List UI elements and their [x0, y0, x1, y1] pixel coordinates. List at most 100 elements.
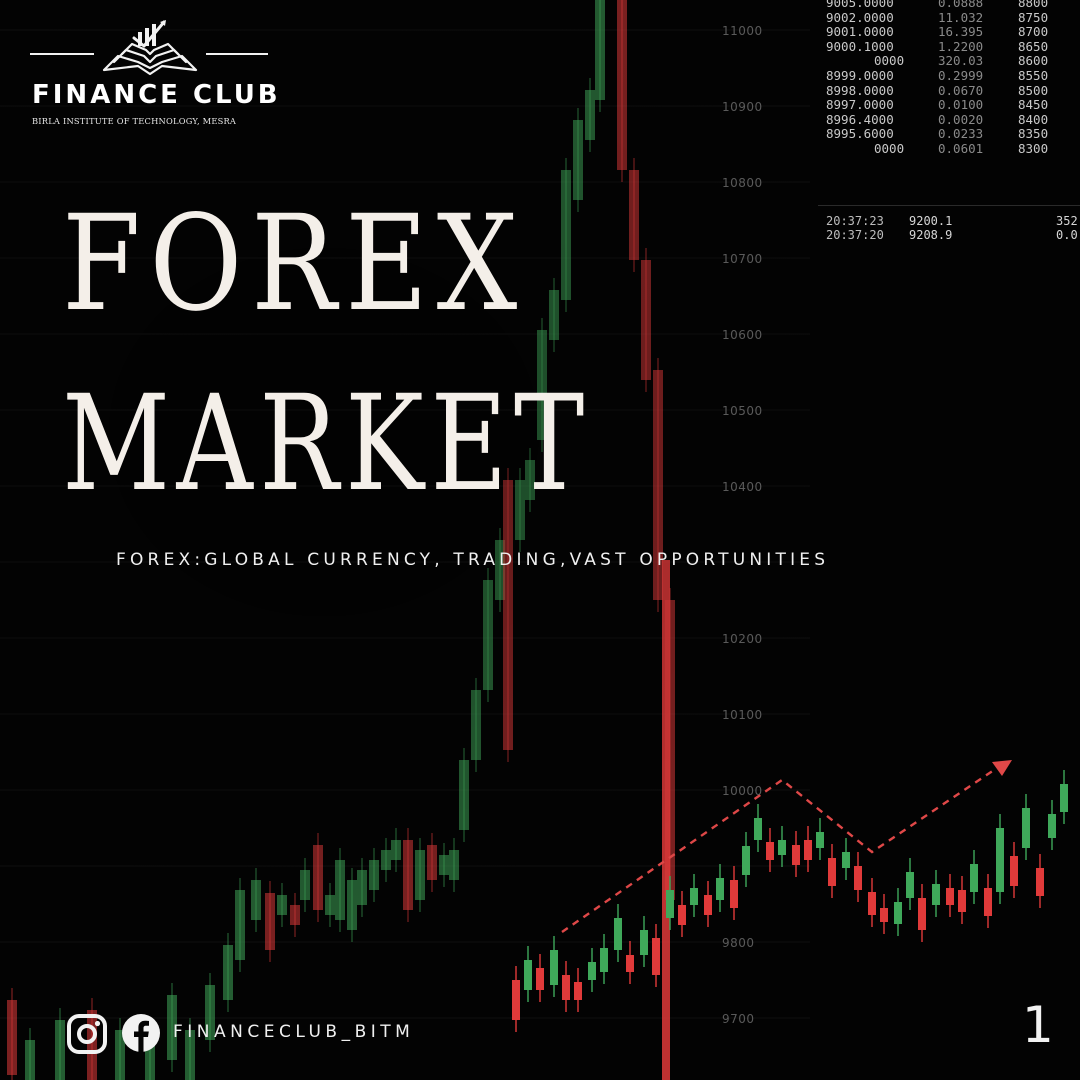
- faded-candle-body: [391, 840, 401, 860]
- faded-candle-body: [641, 260, 651, 380]
- faded-candle-body: [471, 690, 481, 760]
- faded-candle-body: [629, 170, 639, 260]
- order-book-row: 9001.0000 16.395 8700: [826, 25, 1080, 40]
- candle-body: [842, 852, 850, 868]
- faded-candle-body: [357, 870, 367, 905]
- order-book: 9005.0000 0.0888 8800 9002.0000 11.032 8750 90…: [826, 0, 1080, 157]
- faded-candle-body: [7, 1000, 17, 1075]
- order-book-cell: 8996.4000: [826, 111, 894, 127]
- trade-row: 20:37:23 9200.1 352: [826, 214, 1080, 228]
- order-book-cell: 8650: [1018, 38, 1049, 54]
- order-book-cell: 8750: [1018, 9, 1049, 25]
- faded-candle-body: [515, 480, 525, 540]
- faded-candle-body: [653, 370, 663, 600]
- faded-candle-body: [251, 880, 261, 920]
- candle-body: [574, 982, 582, 1000]
- candle-body: [868, 892, 876, 915]
- price-axis-tick: 10400: [722, 480, 763, 494]
- candle-body: [690, 888, 698, 905]
- order-book-row: 9002.0000 11.032 8750: [826, 9, 1080, 26]
- candle-body: [678, 905, 686, 925]
- order-book-cell: 8999.0000: [826, 67, 894, 83]
- order-book-row: 0000 320.03 8600: [826, 54, 1080, 69]
- order-book-cell: 16.395: [938, 24, 984, 40]
- faded-candle-body: [585, 90, 595, 140]
- faded-candle-body: [145, 1040, 155, 1080]
- faded-candle-body: [325, 895, 335, 915]
- order-book-row: 0000 0.0601 8300: [826, 140, 1080, 157]
- candle-body: [946, 888, 954, 905]
- faded-candle-body: [415, 850, 425, 900]
- order-book-cell: 9001.0000: [826, 24, 894, 40]
- candle-body: [778, 840, 786, 855]
- faded-candle-body: [595, 0, 605, 100]
- recent-trades: 20:37:23 9200.1 352 20:37:20 9208.9 0.0: [826, 214, 1080, 242]
- facebook-icon[interactable]: [121, 1013, 161, 1053]
- price-axis-tick: 10100: [722, 708, 763, 722]
- faded-candle-body: [573, 120, 583, 200]
- order-book-cell: 0.0233: [938, 126, 984, 142]
- order-book-cell: 0000: [874, 140, 905, 156]
- price-axis-tick: 11000: [722, 24, 763, 38]
- candle-body: [730, 880, 738, 908]
- order-book-cell: 8350: [1018, 126, 1049, 142]
- order-book-divider: [818, 205, 1080, 206]
- brand-name: FINANCE CLUB: [32, 80, 281, 110]
- faded-candle-body: [369, 860, 379, 890]
- faded-candle-body: [205, 985, 215, 1040]
- candle-body: [588, 962, 596, 980]
- faded-candle-body: [403, 840, 413, 910]
- candle-body: [614, 918, 622, 950]
- trade-row: 20:37:20 9208.9 0.0: [826, 228, 1080, 242]
- faded-candle-body: [381, 850, 391, 870]
- order-book-cell: 320.03: [938, 53, 984, 69]
- faded-candle-body: [265, 893, 275, 950]
- faded-candle-body: [185, 1030, 195, 1080]
- candle-body: [626, 955, 634, 972]
- price-axis-tick: 10600: [722, 328, 763, 342]
- subtitle: FOREX:GLOBAL CURRENCY, TRADING,VAST OPPO…: [116, 550, 830, 570]
- order-book-cell: 8998.0000: [826, 82, 894, 98]
- order-book-row: 8996.4000 0.0020 8400: [826, 111, 1080, 128]
- candle-body: [600, 948, 608, 972]
- social-handle[interactable]: FINANCECLUB_BITM: [173, 1022, 415, 1042]
- faded-candle-body: [459, 760, 469, 830]
- price-axis-tick: 9800: [722, 936, 755, 950]
- faded-candle-body: [300, 870, 310, 900]
- order-book-cell: 0.0888: [938, 0, 984, 10]
- order-book-cell: 8300: [1018, 140, 1049, 156]
- candle-body: [716, 878, 724, 900]
- order-book-row: 9000.1000 1.2200 8650: [826, 38, 1080, 55]
- faded-candle-body: [503, 480, 513, 750]
- faded-candle-body: [449, 850, 459, 880]
- order-book-cell: 0.0020: [938, 111, 984, 127]
- logo-rule-right: [206, 53, 268, 55]
- drop-candle-body: [662, 560, 670, 1080]
- candle-body: [996, 828, 1004, 892]
- order-book-cell: 8450: [1018, 97, 1049, 113]
- candle-body: [804, 840, 812, 860]
- order-book-cell: 1.2200: [938, 38, 984, 54]
- page-number: 1: [1022, 996, 1054, 1054]
- instagram-icon[interactable]: [66, 1013, 108, 1055]
- faded-candle-body: [223, 945, 233, 1000]
- trade-cell: 9208.9: [909, 228, 953, 242]
- candle-body: [792, 845, 800, 865]
- order-book-cell: 8500: [1018, 82, 1049, 98]
- price-axis-tick: 10200: [722, 632, 763, 646]
- faded-candle-body: [55, 1020, 65, 1080]
- order-book-row: 8995.6000 0.0233 8350: [826, 127, 1080, 142]
- candle-body: [1010, 856, 1018, 886]
- order-book-row: 8998.0000 0.0670 8500: [826, 82, 1080, 99]
- order-book-cell: 0000: [874, 53, 905, 69]
- faded-candle-body: [549, 290, 559, 340]
- order-book-cell: 8995.6000: [826, 126, 894, 142]
- trend-arrow-line: [561, 765, 1001, 933]
- trade-cell: 20:37:20: [826, 228, 884, 242]
- faded-candle-body: [561, 170, 571, 300]
- order-book-cell: 0.0670: [938, 82, 984, 98]
- candle-body: [1036, 868, 1044, 896]
- trade-cell: 352: [1056, 214, 1078, 228]
